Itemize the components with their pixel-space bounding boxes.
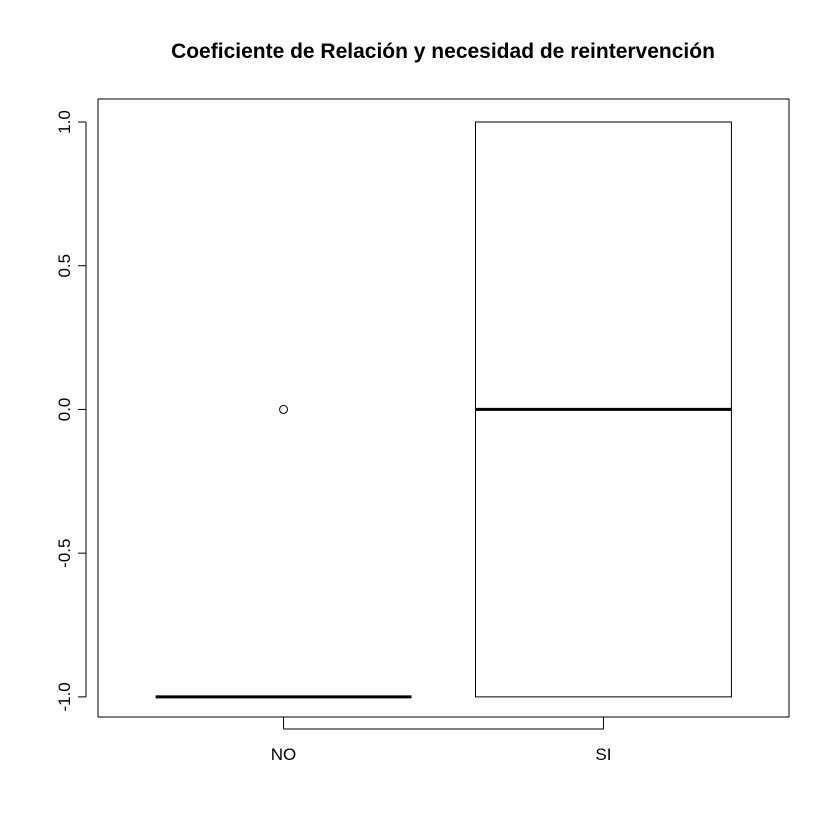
box-no — [155, 404, 412, 699]
y-tick-label: -0.5 — [55, 539, 74, 568]
x-tick-label: SI — [595, 745, 611, 764]
plot-frame — [97, 98, 790, 718]
x-axis: NO SI — [271, 717, 611, 764]
y-tick-label: -1.0 — [55, 682, 74, 711]
box-group — [155, 121, 732, 699]
outlier-point — [279, 404, 289, 414]
chart-title: Coeficiente de Relación y necesidad de r… — [171, 40, 715, 63]
y-axis: -1.0 -0.5 0.0 0.5 1.0 — [55, 110, 87, 712]
y-tick-label: 1.0 — [55, 110, 74, 134]
box-si — [474, 121, 732, 698]
y-tick-label: 0.0 — [55, 398, 74, 422]
y-tick-label: 0.5 — [55, 254, 74, 278]
x-tick-label: NO — [271, 745, 297, 764]
